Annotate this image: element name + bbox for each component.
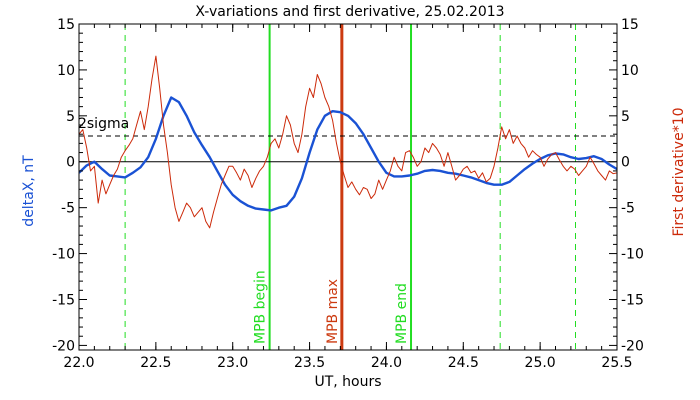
series-line-deltaX [79,96,617,212]
y2-tick-label: 15 [621,17,639,33]
series-lines [79,55,617,229]
vertical-marker-label: MPB begin [253,270,269,344]
y-axis-left-label: deltaX, nT [21,155,37,227]
y2-tick-label: 10 [621,63,639,79]
y-tick-label: -15 [52,292,75,308]
vertical-marker-label: MPB end [394,283,410,344]
twosigma-label: 2sigma [78,116,129,132]
y-axis-left: 15 10 5 0 -5 -10 -15 -20 [52,17,87,354]
x-tick-label: 22.5 [140,355,171,371]
y2-tick-label: -15 [621,292,644,308]
y2-tick-label: -20 [621,338,644,354]
chart-title: X-variations and first derivative, 25.02… [195,4,504,20]
y-tick-label: 0 [66,155,75,171]
x-tick-label: 23.0 [217,355,248,371]
series-line-derivative [79,55,617,229]
y-axis-right-label: First derivative*10 [671,107,687,236]
y-tick-label: -5 [61,201,75,217]
y-axis-right: 15 10 5 0 -5 -10 -15 -20 [609,17,644,354]
y2-tick-label: -10 [621,247,644,263]
vertical-marker-label: MPB max [325,279,341,344]
x-tick-label: 24.0 [371,355,402,371]
x-axis: 22.0 22.5 23.0 23.5 24.0 24.5 25.0 25.5 [63,24,633,371]
y2-tick-label: -5 [621,201,635,217]
x-axis-label: UT, hours [314,374,381,390]
y-tick-label: -20 [52,338,75,354]
x-tick-label: 25.0 [525,355,556,371]
vertical-markers [124,24,576,350]
y-tick-label: -10 [52,247,75,263]
x-tick-label: 23.5 [294,355,325,371]
y-tick-label: 10 [57,63,75,79]
x-tick-label: 22.0 [63,355,94,371]
vertical-marker-labels: MPB begin MPB max MPB end [253,270,410,344]
y-tick-label: 15 [57,17,75,33]
y2-tick-label: 0 [621,155,630,171]
plot-frame [78,23,618,351]
y2-tick-label: 5 [621,109,630,125]
x-tick-label: 24.5 [448,355,479,371]
y-tick-label: 5 [66,109,75,125]
x-tick-label: 25.5 [601,355,632,371]
